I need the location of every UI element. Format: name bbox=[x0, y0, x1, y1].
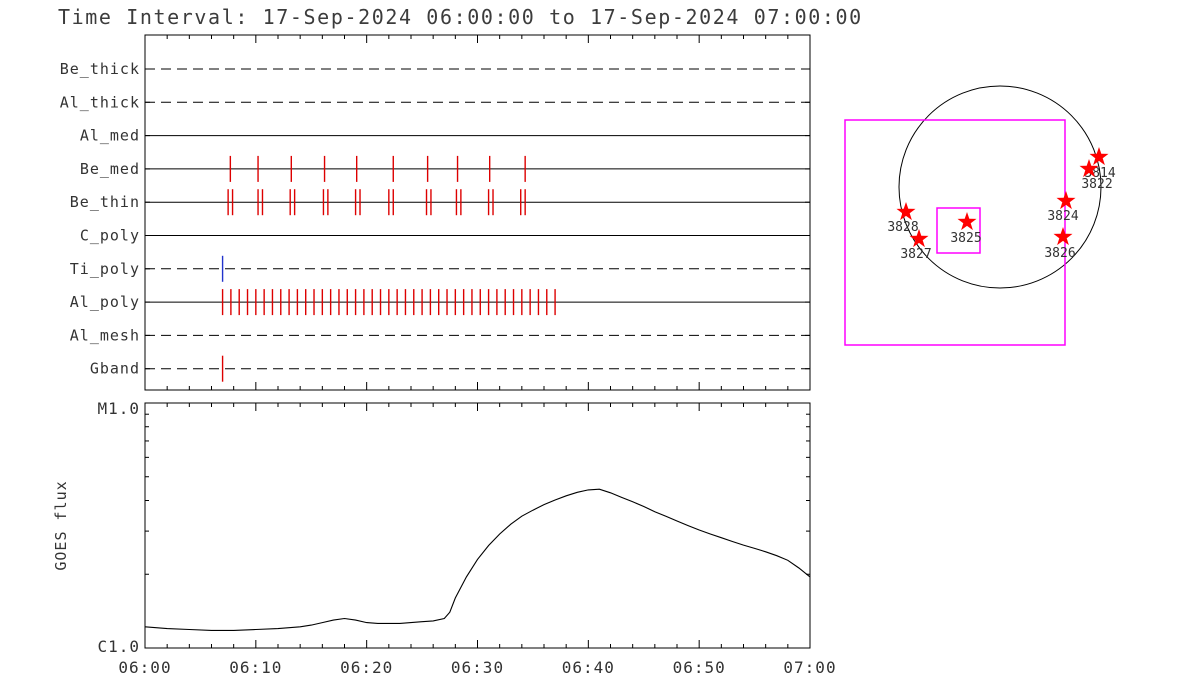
x-axis-tick-label: 06:00 bbox=[118, 658, 171, 677]
active-region-star bbox=[1079, 159, 1099, 178]
xrt-fov-box bbox=[936, 207, 981, 254]
x-axis-tick-label: 06:10 bbox=[229, 658, 282, 677]
filter-row-label: Al_mesh bbox=[70, 326, 140, 344]
x-axis-tick-label: 06:50 bbox=[673, 658, 726, 677]
filter-row-label: Be_med bbox=[80, 160, 140, 178]
active-region-star bbox=[957, 212, 977, 231]
panel-frame bbox=[144, 402, 811, 649]
active-region-label: 3828 bbox=[887, 220, 918, 235]
active-region-star bbox=[1053, 227, 1073, 246]
x-axis-tick-label: 07:00 bbox=[783, 658, 836, 677]
xrt-fov-box bbox=[844, 119, 1066, 346]
solar-limb-circle bbox=[898, 85, 1102, 289]
x-axis-tick-label: 06:40 bbox=[562, 658, 615, 677]
filter-row-label: Al_med bbox=[80, 127, 140, 145]
active-region-label: 3826 bbox=[1044, 246, 1075, 261]
filter-row-label: Gband bbox=[90, 360, 140, 378]
active-region-star bbox=[1056, 191, 1076, 210]
active-region-label: 3822 bbox=[1081, 177, 1112, 192]
goes-flux-curve bbox=[144, 488, 811, 631]
active-region-star bbox=[909, 229, 929, 248]
filter-row-label: Al_thick bbox=[60, 93, 140, 111]
x-axis-tick-label: 06:20 bbox=[340, 658, 393, 677]
y-axis-top-label: M1.0 bbox=[97, 399, 140, 418]
filter-row-label: Be_thin bbox=[70, 193, 140, 211]
active-region-star bbox=[1089, 147, 1109, 166]
active-region-label: 3825 bbox=[950, 231, 981, 246]
goes-flux-axis-label: GOES flux bbox=[52, 480, 70, 570]
active-region-star bbox=[896, 202, 916, 221]
panel-frame bbox=[144, 34, 811, 391]
filter-row-label: Ti_poly bbox=[70, 260, 140, 278]
y-axis-bottom-label: C1.0 bbox=[97, 637, 140, 656]
filter-row-label: Al_poly bbox=[70, 293, 140, 311]
active-region-label: 3827 bbox=[900, 247, 931, 262]
filter-timeline-panel: Be_thick Al_thick Al_med Be_med Be_thin C_pol… bbox=[60, 34, 811, 391]
x-axis-tick-label: 06:30 bbox=[451, 658, 504, 677]
goes-flux-panel: M1.0 C1.0 GOES flux 06:00 06:10 06:20 06:30 06:… bbox=[52, 399, 836, 677]
filter-row-label: C_poly bbox=[80, 227, 140, 245]
active-region-label: 3824 bbox=[1047, 209, 1078, 224]
time-interval-title: Time Interval: 17-Sep-2024 06:00:00 to 1… bbox=[58, 5, 863, 29]
filter-row-label: Be_thick bbox=[60, 60, 140, 78]
